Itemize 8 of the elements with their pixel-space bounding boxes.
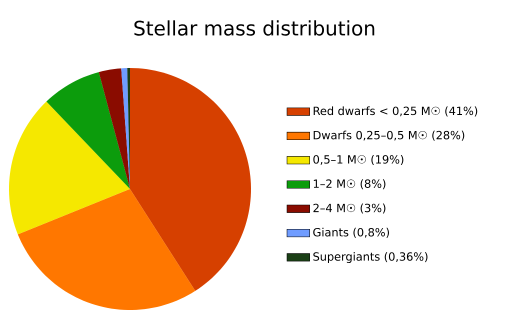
- legend-label: Supergiants (0,36%): [313, 252, 428, 263]
- chart-title: Stellar mass distribution: [134, 20, 374, 36]
- legend-label: 1–2 M☉ (8%): [314, 179, 386, 190]
- legend-label: Red dwarfs < 0,25 M☉ (41%): [314, 106, 478, 116]
- legend-label: 0,5–1 M☉ (19%): [313, 154, 404, 165]
- legend-label: 2–4 M☉ (3%): [313, 204, 386, 214]
- legend-label: Dwarfs 0,25–0,5 M☉ (28%): [314, 130, 464, 141]
- legend-label: Giants (0,8%): [313, 228, 389, 238]
